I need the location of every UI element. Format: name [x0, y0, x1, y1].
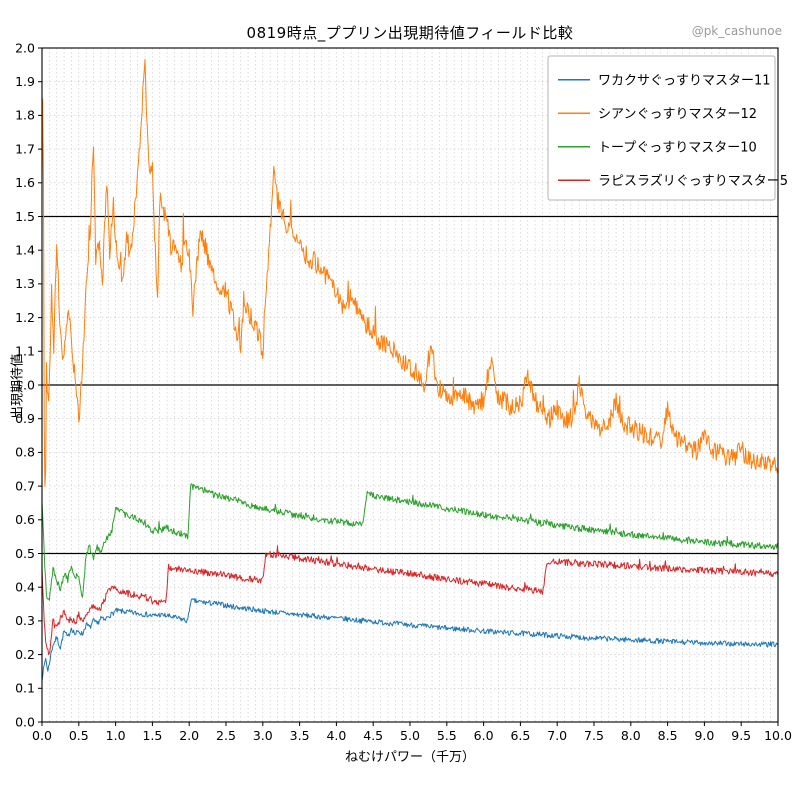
- x-tick-label: 1.0: [106, 728, 126, 743]
- x-tick-label: 4.0: [326, 728, 346, 743]
- x-tick-label: 9.5: [731, 728, 751, 743]
- y-tick-label: 0.7: [15, 478, 35, 493]
- x-tick-label: 6.5: [510, 728, 530, 743]
- x-tick-label: 1.5: [142, 728, 162, 743]
- y-tick-label: 1.6: [15, 175, 35, 190]
- legend-box: [547, 55, 776, 201]
- legend-label-0: ワカクサぐっすりマスター11: [598, 73, 771, 88]
- y-tick-label: 0.6: [15, 512, 35, 527]
- y-tick-label: 0.8: [15, 445, 35, 460]
- x-tick-label: 8.0: [621, 728, 641, 743]
- series-line-2: [41, 483, 779, 601]
- y-tick-label: 1.2: [15, 310, 35, 325]
- x-tick-label: 7.0: [547, 728, 567, 743]
- y-tick-label: 0.4: [15, 580, 35, 595]
- legend-label-2: トープぐっすりマスター10: [598, 140, 757, 155]
- series-line-3: [41, 545, 779, 656]
- y-tick-label: 1.9: [15, 74, 35, 89]
- x-tick-label: 2.5: [216, 728, 236, 743]
- y-tick-label: 1.5: [15, 209, 35, 224]
- x-tick-label: 4.5: [363, 728, 383, 743]
- x-axis-label: ねむけパワー（千万）: [344, 750, 475, 765]
- y-tick-label: 2.0: [15, 40, 35, 55]
- series-line-1: [41, 58, 779, 487]
- x-tick-label: 5.5: [437, 728, 457, 743]
- legend-label-3: ラピスラズリぐっすりマスター5: [598, 173, 788, 189]
- x-tick-label: 10.0: [764, 728, 792, 743]
- y-tick-label: 0.5: [15, 546, 35, 561]
- plot-frame: [41, 47, 779, 723]
- legend-label-1: シアンぐっすりマスター12: [598, 107, 757, 122]
- y-tick-label: 1.1: [15, 344, 35, 359]
- y-tick-label: 0.1: [15, 681, 35, 696]
- y-tick-label: 1.4: [15, 243, 35, 258]
- x-tick-label: 6.0: [474, 728, 494, 743]
- y-tick-label: 1.7: [15, 141, 35, 156]
- x-tick-label: 7.5: [584, 728, 604, 743]
- x-tick-label: 2.0: [179, 728, 199, 743]
- y-tick-label: 1.8: [15, 108, 35, 123]
- y-tick-label: 0.9: [15, 411, 35, 426]
- y-axis-label: 出現期待値: [10, 354, 26, 420]
- y-tick-label: 0.0: [15, 714, 35, 729]
- x-tick-label: 3.0: [253, 728, 273, 743]
- chart-title: 0819時点_ププリン出現期待値フィールド比較: [246, 24, 574, 42]
- series-line-0: [41, 598, 779, 681]
- y-tick-label: 0.2: [15, 647, 35, 662]
- x-tick-label: 9.0: [694, 728, 714, 743]
- y-tick-label: 1.0: [15, 377, 35, 392]
- x-tick-label: 0.0: [32, 728, 52, 743]
- y-tick-label: 1.3: [15, 276, 35, 291]
- x-tick-label: 5.0: [400, 728, 420, 743]
- y-tick-label: 0.3: [15, 613, 35, 628]
- x-tick-label: 3.5: [290, 728, 310, 743]
- x-tick-label: 0.5: [69, 728, 89, 743]
- x-tick-label: 8.5: [658, 728, 678, 743]
- watermark-credit: @pk_cashunoe: [691, 24, 782, 38]
